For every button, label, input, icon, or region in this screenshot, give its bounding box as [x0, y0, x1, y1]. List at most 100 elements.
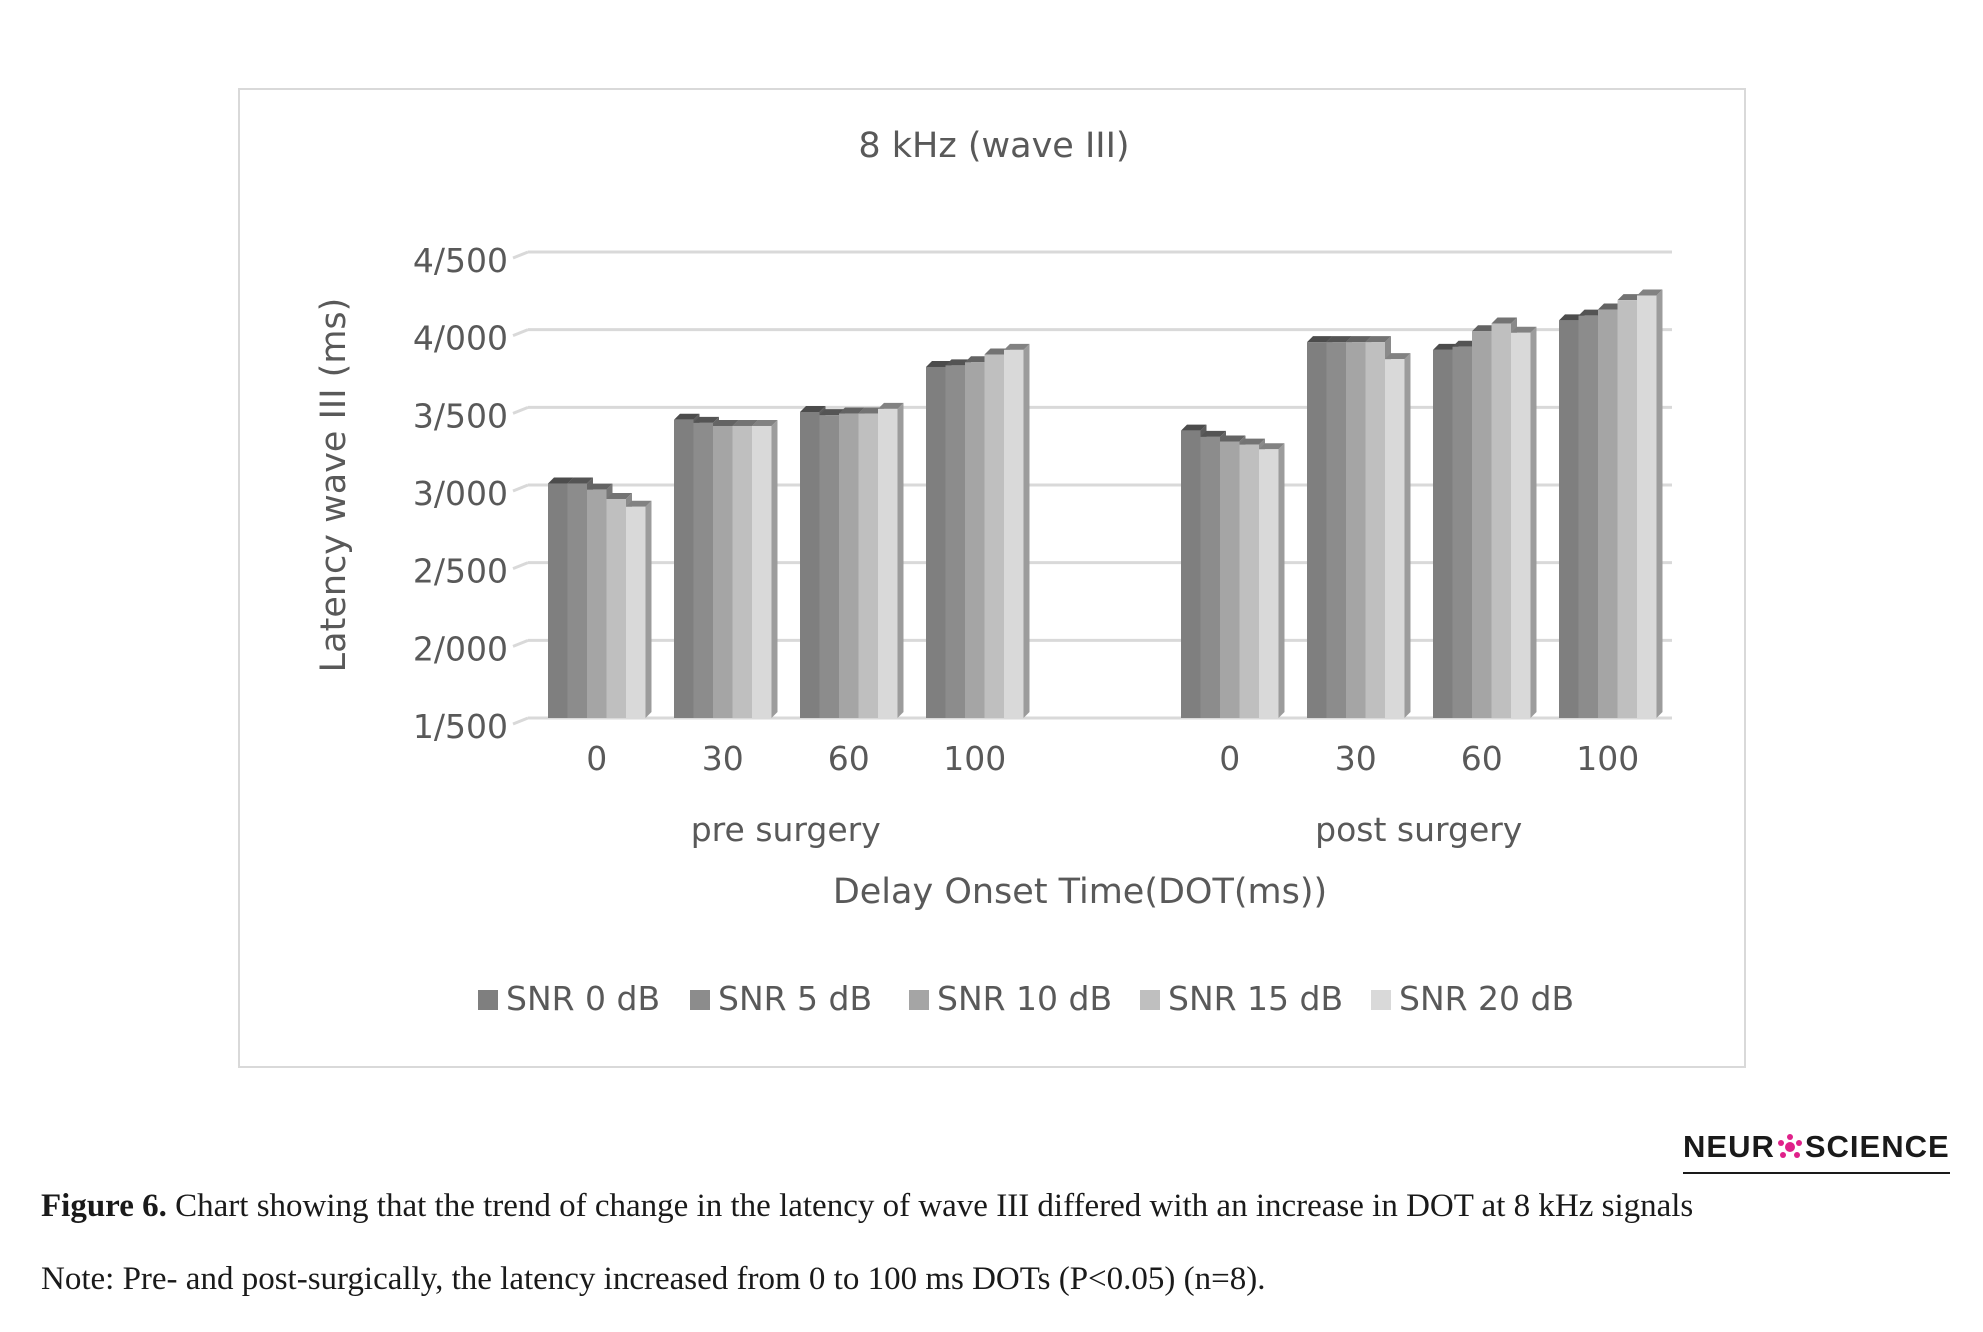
- bar: [1307, 342, 1327, 718]
- chart-svg: 8 kHz (wave III) 1/500 2/000 2/500 3/000 3/5…: [314, 126, 1672, 1018]
- bar-side: [1404, 353, 1411, 718]
- bar: [800, 411, 820, 718]
- bar: [926, 366, 946, 718]
- bar-top: [1220, 435, 1246, 442]
- x-tick-label: 100: [943, 739, 1006, 778]
- bar-top: [713, 419, 739, 426]
- logo-text-prefix: NEUR: [1683, 1129, 1775, 1164]
- bar: [752, 425, 772, 718]
- bar: [1259, 449, 1279, 718]
- bar: [1637, 295, 1657, 718]
- bar-top: [1181, 424, 1207, 431]
- x-tick-label: 100: [1576, 739, 1639, 778]
- bar-top: [1472, 325, 1498, 332]
- bar-top: [626, 500, 652, 507]
- legend-swatch: [690, 990, 710, 1010]
- bar-top: [1004, 343, 1030, 350]
- group-label: post surgery: [1315, 810, 1522, 849]
- bar-top: [1200, 430, 1226, 437]
- bar: [1452, 346, 1472, 718]
- bar-top: [800, 405, 826, 412]
- bar: [567, 483, 587, 718]
- bar: [1346, 342, 1366, 718]
- bar: [626, 506, 646, 718]
- x-axis-label: Delay Onset Time(DOT(ms)): [833, 872, 1327, 912]
- bar-side: [897, 402, 904, 718]
- bar: [587, 489, 607, 718]
- bar: [1220, 441, 1240, 718]
- bar-side: [771, 419, 778, 718]
- bar: [1617, 300, 1637, 718]
- bar-top: [858, 407, 884, 414]
- legend-label: SNR 20 dB: [1399, 979, 1574, 1018]
- gridline-tick: [512, 250, 529, 260]
- bar-side: [1530, 326, 1537, 718]
- x-tick-labels: 0 30 60 100 0 30 60 100: [586, 739, 1639, 778]
- x-tick-label: 30: [1335, 739, 1377, 778]
- bar-top: [1491, 317, 1517, 324]
- bar: [1181, 430, 1201, 718]
- bar: [693, 422, 713, 718]
- bar: [1433, 349, 1453, 718]
- legend-swatch: [1371, 990, 1391, 1010]
- bar: [819, 415, 839, 718]
- gridline-tick: [512, 483, 529, 493]
- bar-top: [732, 419, 758, 426]
- x-tick-label: 0: [586, 739, 607, 778]
- legend-swatch: [478, 990, 498, 1010]
- gridline-tick: [512, 561, 529, 571]
- bar-top: [1326, 336, 1352, 343]
- chart-title: 8 kHz (wave III): [858, 126, 1129, 166]
- bar-top: [1259, 443, 1285, 450]
- bar-top: [752, 419, 778, 426]
- bar: [965, 362, 985, 718]
- gridline-tick: [512, 638, 529, 648]
- bar-top: [1637, 289, 1663, 296]
- bar: [606, 498, 626, 718]
- bar: [858, 413, 878, 718]
- bar-top: [1365, 336, 1391, 343]
- bar-top: [1511, 326, 1537, 333]
- bar: [713, 425, 733, 718]
- bar-side: [1656, 289, 1663, 718]
- legend: SNR 0 dB SNR 5 dB SNR 10 dB SNR 15 dB SNR 20…: [478, 979, 1574, 1018]
- bar-top: [984, 348, 1010, 355]
- bar: [1004, 349, 1024, 718]
- bar-top: [1578, 309, 1604, 316]
- y-tick-label: 1/500: [413, 707, 508, 746]
- group-label: pre surgery: [691, 810, 881, 849]
- bar: [1385, 359, 1405, 718]
- y-tick-label: 4/000: [413, 319, 508, 358]
- bar-top: [1559, 314, 1585, 321]
- bar-top: [1598, 303, 1624, 310]
- bar-side: [1278, 443, 1285, 718]
- y-tick-label: 3/000: [413, 474, 508, 513]
- bar: [1239, 444, 1259, 718]
- bar-top: [1239, 438, 1265, 445]
- gridline-tick: [512, 405, 529, 415]
- x-tick-label: 60: [1461, 739, 1503, 778]
- bar: [732, 425, 752, 718]
- bar-top: [1433, 343, 1459, 350]
- bar: [945, 365, 965, 718]
- legend-label: SNR 0 dB: [506, 979, 660, 1018]
- bar-top: [945, 359, 971, 366]
- bar-top: [819, 409, 845, 416]
- caption-note: Note: Pre- and post-surgically, the late…: [41, 1261, 1266, 1297]
- caption-line: Figure 6. Chart showing that the trend o…: [41, 1186, 1961, 1259]
- bar: [1200, 436, 1220, 718]
- legend-label: SNR 5 dB: [718, 979, 872, 1018]
- bar-top: [674, 413, 700, 420]
- logo-text-suffix: SCIENCE: [1804, 1129, 1950, 1164]
- neuron-logo-icon: [1777, 1134, 1802, 1158]
- bar: [1326, 342, 1346, 718]
- bar-top: [587, 483, 613, 490]
- bar-top: [1452, 340, 1478, 347]
- group-labels: pre surgery post surgery: [691, 810, 1523, 849]
- figure-text: Chart showing that the trend of change i…: [166, 1188, 1694, 1224]
- bar-top: [1617, 294, 1643, 301]
- bar-top: [1385, 353, 1411, 360]
- bar-top: [839, 407, 865, 414]
- bar: [878, 408, 898, 718]
- figure-caption: Figure 6. Chart showing that the trend o…: [41, 1186, 1961, 1332]
